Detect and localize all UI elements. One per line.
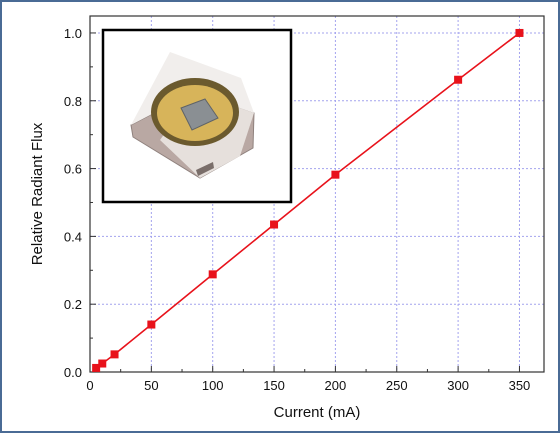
data-point [208,270,217,279]
y-tick-label: 1.0 [64,26,82,41]
led-pad [196,162,214,176]
data-point [270,220,279,229]
data-point [147,320,156,329]
x-tick-label: 350 [509,378,531,393]
data-point [454,75,463,84]
y-tick-label: 0.4 [64,229,82,244]
y-tick-labels: 0.0 0.2 0.4 0.6 0.8 1.0 [64,26,82,380]
axis-ticks [89,32,520,373]
data-point [515,28,524,37]
x-tick-labels: 0 50 100 150 200 250 300 350 [86,378,530,393]
y-tick-label: 0.0 [64,365,82,380]
data-point [92,363,101,372]
y-tick-label: 0.6 [64,162,82,177]
data-point [110,350,119,359]
x-tick-label: 200 [325,378,347,393]
x-tick-label: 50 [144,378,158,393]
data-point [98,359,107,368]
led-die [180,98,219,131]
led-package-image [130,52,255,179]
y-tick-label: 0.2 [64,297,82,312]
led-inset-photo [101,28,293,204]
y-tick-label: 0.8 [64,94,82,109]
plot-area [89,15,545,373]
series-layer [92,28,524,372]
x-tick-label: 100 [202,378,224,393]
x-tick-label: 300 [447,378,469,393]
x-tick-label: 150 [263,378,285,393]
x-tick-label: 0 [86,378,93,393]
data-point [331,170,340,179]
y-axis-label: Relative Radiant Flux [29,122,46,265]
x-axis-label: Current (mA) [274,404,361,421]
x-tick-label: 250 [386,378,408,393]
